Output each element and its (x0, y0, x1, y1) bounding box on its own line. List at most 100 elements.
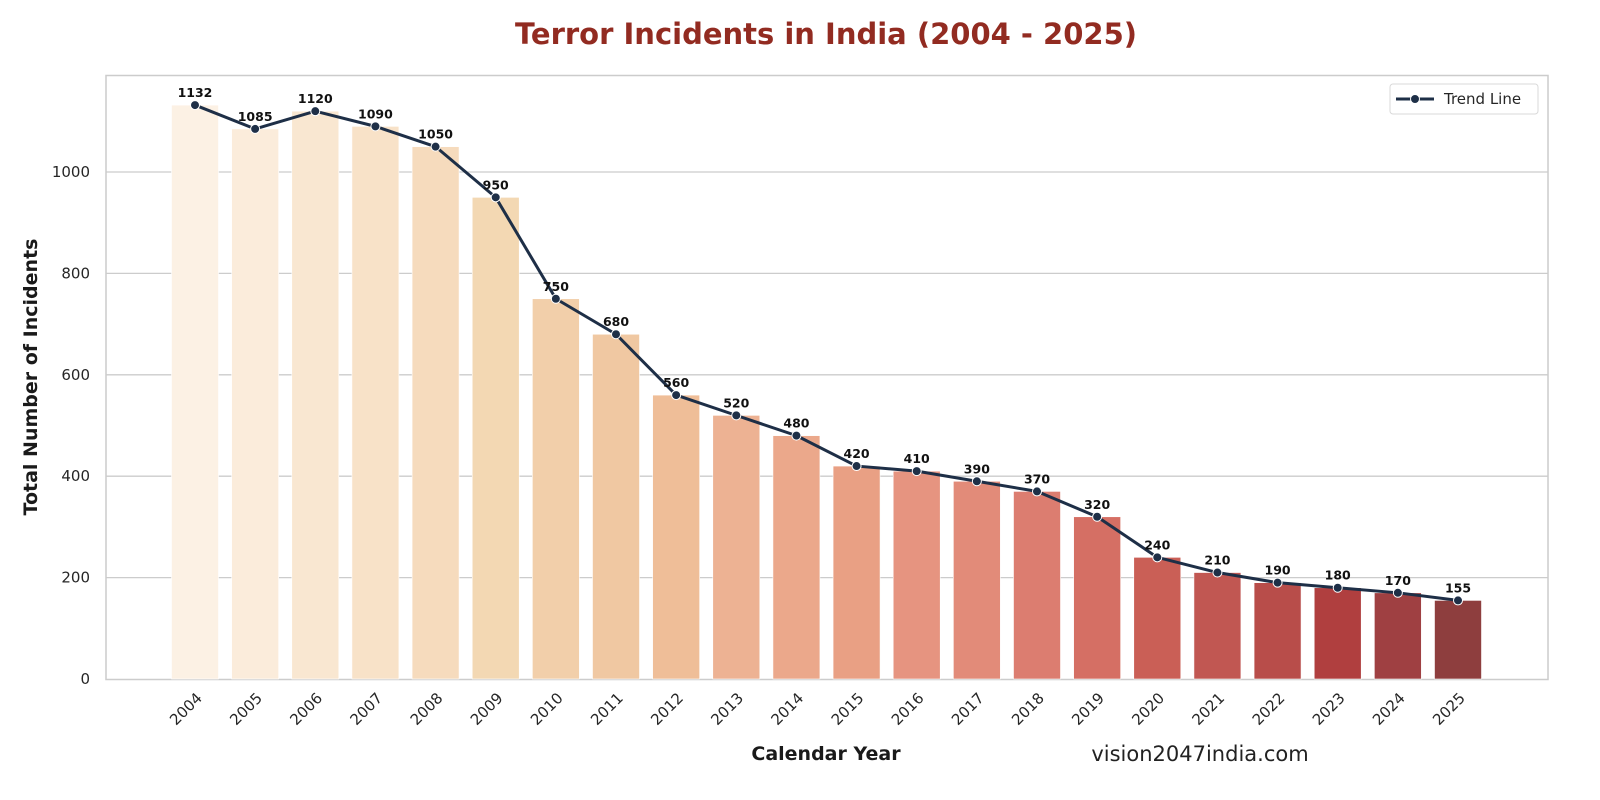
y-axis-label: Total Number of Incidents (20, 239, 42, 516)
y-tick-label: 400 (61, 467, 90, 485)
bar (351, 126, 400, 680)
x-tick-label: 2008 (407, 689, 447, 729)
x-tick-label: 2022 (1249, 689, 1289, 729)
trend-point (1152, 552, 1163, 563)
bar (772, 435, 821, 680)
data-label: 680 (603, 314, 629, 329)
bar (1434, 600, 1482, 680)
data-label: 1120 (298, 91, 333, 106)
bar (712, 415, 761, 680)
x-tick-label: 2005 (226, 689, 266, 729)
bar (892, 470, 941, 680)
x-ticks: 2004 2005 2006 2007 2008 2009 2010 2011 2012 2013… (166, 689, 1469, 729)
plot-area (105, 74, 1549, 681)
data-label: 1050 (418, 127, 453, 142)
bar (1253, 582, 1302, 680)
data-label: 520 (723, 395, 749, 410)
x-tick-label: 2017 (948, 689, 988, 729)
legend: Trend Line (1389, 83, 1539, 115)
x-tick-label: 2004 (166, 689, 206, 729)
data-label: 390 (964, 461, 990, 476)
x-tick-label: 2014 (768, 689, 808, 729)
x-tick-label: 2019 (1068, 689, 1108, 729)
bar (652, 394, 700, 680)
data-label: 320 (1084, 497, 1110, 512)
data-label: 410 (904, 451, 930, 466)
x-tick-label: 2016 (888, 689, 928, 729)
x-tick-label: 2011 (587, 689, 627, 729)
bar (471, 197, 520, 680)
x-axis-label: Calendar Year (751, 743, 901, 765)
data-label: 560 (663, 375, 689, 390)
x-tick-label: 2007 (347, 689, 387, 729)
y-ticks: 0 200 400 600 800 1000 (52, 163, 90, 688)
bar (832, 465, 881, 680)
data-label: 155 (1445, 580, 1471, 595)
trend-point (1332, 582, 1343, 593)
x-tick-label: 2006 (286, 689, 326, 729)
x-tick-label: 2013 (707, 689, 747, 729)
data-label: 1090 (358, 106, 393, 121)
bar (1013, 491, 1061, 680)
bar (1374, 592, 1422, 680)
data-label: 420 (844, 446, 870, 461)
legend-box (1389, 83, 1539, 115)
data-label: 1085 (238, 109, 273, 124)
trend-point (430, 141, 441, 152)
trend-point (671, 390, 682, 401)
trend-point (190, 100, 200, 111)
y-tick-label: 600 (61, 366, 90, 384)
bar (1073, 516, 1121, 680)
x-tick-label: 2012 (647, 689, 687, 729)
bar (411, 146, 460, 680)
x-tick-label: 2015 (828, 689, 868, 729)
data-labels: 1132 1085 1120 1090 1050 950 750 680 560 520 480 42… (178, 85, 1471, 595)
bar (291, 110, 340, 680)
x-tick-label: 2025 (1429, 689, 1469, 729)
watermark: vision2047india.com (1091, 742, 1308, 766)
x-tick-label: 2009 (467, 689, 507, 729)
data-label: 480 (783, 416, 809, 431)
trend-point (1032, 486, 1042, 497)
trend-line (190, 100, 1463, 606)
x-tick-label: 2020 (1128, 689, 1168, 729)
trend-point (611, 329, 621, 340)
bars (171, 104, 1482, 680)
legend-dot-marker (1410, 94, 1420, 104)
trend-point (971, 476, 982, 487)
data-label: 190 (1265, 563, 1291, 578)
trend-line-path (194, 103, 1459, 602)
data-label: 180 (1325, 568, 1351, 583)
bar (1133, 557, 1182, 680)
bar (1193, 572, 1242, 680)
x-tick-label: 2023 (1309, 689, 1349, 729)
trend-point (1392, 587, 1403, 598)
y-tick-label: 0 (80, 670, 90, 688)
data-label: 750 (543, 279, 569, 294)
x-tick-label: 2010 (527, 689, 567, 729)
data-label: 210 (1204, 553, 1230, 568)
y-tick-label: 800 (61, 264, 90, 282)
bar (231, 128, 279, 680)
bar (1313, 587, 1362, 680)
y-tick-label: 1000 (52, 163, 90, 181)
legend-label: Trend Line (1443, 90, 1521, 108)
x-tick-label: 2024 (1369, 689, 1409, 729)
data-label: 240 (1144, 537, 1170, 552)
trend-point (550, 293, 561, 304)
trend-point (851, 461, 862, 472)
trend-point (370, 121, 381, 132)
bar (532, 298, 580, 680)
bar (171, 104, 219, 680)
y-tick-label: 200 (61, 569, 90, 587)
trend-point (791, 430, 802, 441)
trend-point (1272, 577, 1283, 588)
trend-point (731, 410, 742, 421)
trend-point (1212, 567, 1223, 578)
chart-title: Terror Incidents in India (2004 - 2025) (515, 17, 1137, 51)
trend-point (490, 192, 501, 203)
bar (953, 480, 1001, 680)
gridlines (106, 171, 1548, 579)
data-label: 1132 (178, 85, 213, 100)
